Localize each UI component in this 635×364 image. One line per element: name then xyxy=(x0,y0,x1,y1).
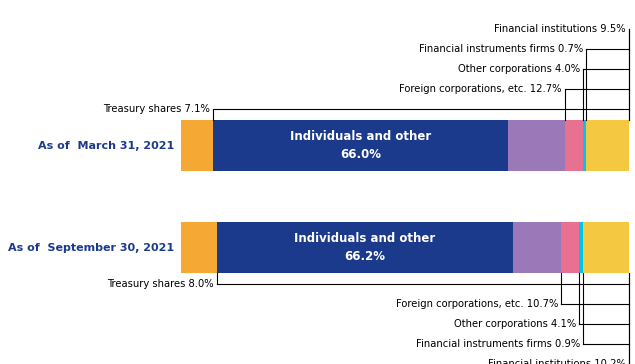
Text: Other corporations 4.0%: Other corporations 4.0% xyxy=(458,64,580,74)
Text: Financial instruments firms 0.7%: Financial instruments firms 0.7% xyxy=(418,44,583,54)
Bar xyxy=(213,120,508,171)
Text: Foreign corporations, etc. 10.7%: Foreign corporations, etc. 10.7% xyxy=(396,299,558,309)
Bar xyxy=(586,120,629,171)
Text: Financial instruments firms 0.9%: Financial instruments firms 0.9% xyxy=(416,339,580,349)
Bar xyxy=(513,222,561,273)
Bar xyxy=(508,120,565,171)
Bar xyxy=(584,222,629,273)
Bar xyxy=(565,120,583,171)
Text: As of  March 31, 2021: As of March 31, 2021 xyxy=(38,141,175,151)
Text: Financial institutions 9.5%: Financial institutions 9.5% xyxy=(494,24,625,34)
Text: Treasury shares 8.0%: Treasury shares 8.0% xyxy=(107,279,213,289)
Bar xyxy=(561,222,579,273)
Bar xyxy=(579,222,584,273)
Text: Financial institutions 10.2%: Financial institutions 10.2% xyxy=(488,359,626,364)
Text: Treasury shares 7.1%: Treasury shares 7.1% xyxy=(103,104,210,114)
Text: Other corporations 4.1%: Other corporations 4.1% xyxy=(454,319,576,329)
Bar xyxy=(181,222,217,273)
Bar xyxy=(217,222,513,273)
Text: Individuals and other
66.2%: Individuals and other 66.2% xyxy=(295,232,436,263)
Bar xyxy=(583,120,586,171)
Bar xyxy=(181,120,213,171)
Text: Individuals and other
66.0%: Individuals and other 66.0% xyxy=(290,130,431,161)
Text: Foreign corporations, etc. 12.7%: Foreign corporations, etc. 12.7% xyxy=(399,84,562,94)
Text: As of  September 30, 2021: As of September 30, 2021 xyxy=(8,242,175,253)
